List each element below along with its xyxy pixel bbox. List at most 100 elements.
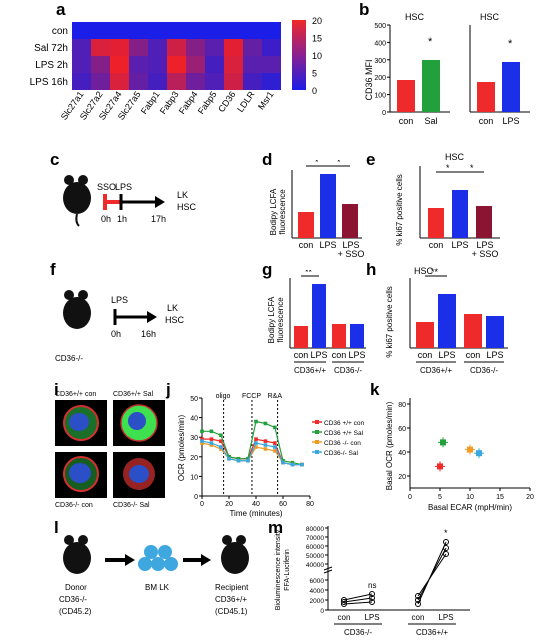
k-ytick: 40: [398, 450, 406, 457]
heatmap-colorbar: [292, 20, 306, 90]
g-ylabel1: Bodipy LCFA: [267, 296, 276, 343]
heatmap-cell: [243, 22, 262, 39]
j-point: [209, 441, 214, 445]
colorbar-tick: 20: [312, 16, 322, 26]
b-bar-con2: [477, 82, 495, 112]
panel-label-k: k: [370, 380, 380, 399]
m-cat1: con: [338, 613, 351, 622]
d-cat-con: con: [299, 240, 314, 250]
g-ylabel2: fluorescence: [276, 297, 285, 343]
k-point: [476, 450, 482, 457]
b-bar-sal: [422, 60, 440, 112]
c-schematic: SSO LPS 0h 1h 17h LK HSC: [63, 175, 197, 227]
k-xtick: 5: [438, 494, 442, 501]
f-lk: LK: [167, 303, 178, 313]
heatmap-cell: [148, 56, 167, 73]
j-point: [254, 445, 258, 449]
heatmap-cell: [72, 56, 91, 73]
d-cat-lps2: LPS: [342, 240, 359, 250]
d-cat-lps: LPS: [319, 240, 336, 250]
m-ylabel1: Bioluminescence intensity: [275, 529, 282, 610]
e-bar-con: [428, 208, 444, 238]
heatmap-cell: [205, 56, 224, 73]
heatmap-cell: [129, 22, 148, 39]
mouse-icon: [63, 290, 91, 329]
j-point: [209, 437, 214, 441]
b-ylabel: CD36 MFI: [364, 59, 374, 100]
j-point: [209, 429, 214, 434]
j-point: [227, 456, 231, 461]
b-ytick: 400: [374, 40, 386, 47]
m-pairs-wt: [415, 539, 449, 607]
j-point: [200, 437, 204, 441]
heatmap-cell: [243, 39, 262, 56]
heatmap-cell: [224, 22, 243, 39]
c-1h: 1h: [117, 214, 127, 224]
k-xtick: 20: [526, 494, 534, 501]
j-point: [219, 433, 223, 438]
l-bmlk: BM LK: [145, 583, 170, 592]
b-bar-lps: [502, 62, 520, 112]
heatmap-cell: [91, 39, 110, 56]
e-cat-lps: LPS: [451, 240, 468, 250]
m-sig-star: *: [444, 528, 448, 538]
e-cat-lps2: LPS: [476, 240, 493, 250]
heatmap-col-label: CD36: [216, 89, 237, 114]
i-caption4: CD36-/- Sal: [113, 502, 150, 509]
j-ylabel: OCR (pmoles/min): [177, 415, 186, 482]
j-legend-item: CD36 -/- con: [324, 440, 361, 447]
j-xtick: 80: [306, 501, 314, 508]
heatmap-cell: [110, 73, 129, 90]
panel-label-a: a: [56, 0, 66, 19]
panel-label-h: h: [366, 260, 377, 279]
h-cat3: con: [466, 350, 481, 360]
heatmap-col-label: LDLR: [235, 89, 257, 114]
heatmap-cell: [205, 22, 224, 39]
c-hsc: HSC: [177, 202, 197, 212]
d-sig1: *: [315, 160, 319, 167]
j-point: [263, 447, 268, 451]
e-ylabel: % ki67 positive cells: [395, 174, 404, 246]
colorbar-tick: 15: [312, 34, 322, 44]
heatmap-row-label: Sal 72h: [34, 43, 68, 54]
d-bar-sso: [342, 204, 358, 238]
heatmap-cell: [110, 39, 129, 56]
m-group2: CD36+/+: [416, 628, 448, 637]
j-point: [273, 445, 277, 449]
b-right-sig: *: [508, 38, 513, 50]
m-ytick: 80000: [306, 526, 324, 533]
j-point: [290, 460, 295, 465]
heatmap-cell: [129, 39, 148, 56]
panel-label-j: j: [166, 380, 171, 399]
colorbar-tick: 0: [312, 86, 317, 96]
j-xtick: 60: [279, 501, 287, 508]
j-point: [200, 429, 204, 434]
g-bar-4: [350, 324, 364, 348]
b-ytick: 200: [374, 75, 386, 82]
heatmap-cell: [262, 56, 281, 73]
h-bar-2: [438, 294, 456, 348]
e-bar-lps: [452, 190, 468, 238]
k-point: [467, 446, 473, 453]
cells-cluster-icon: [138, 545, 178, 571]
panel-label-d: d: [262, 150, 273, 169]
heatmap-col-label: Msr1: [256, 89, 276, 111]
f-16h: 16h: [141, 329, 156, 339]
j-point: [273, 425, 277, 430]
k-ytick: 60: [398, 426, 406, 433]
c-lps: LPS: [115, 182, 132, 192]
c-lk: LK: [177, 190, 188, 200]
k-point: [440, 439, 446, 446]
h-cat4: LPS: [486, 350, 503, 360]
heatmap-col-label: Fabp5: [196, 89, 219, 116]
h-title: HSC: [414, 266, 434, 276]
g-bar-2: [312, 284, 326, 348]
j-point: [263, 443, 268, 447]
m-sig-ns: ns: [368, 581, 376, 590]
m-ytick: 40000: [306, 562, 324, 569]
heatmap-cell: [91, 73, 110, 90]
h-chart: HSC % ki67 positive cells ** con LPS con…: [385, 266, 508, 375]
m-ytick: 70000: [306, 535, 324, 542]
b-bar-con: [397, 80, 415, 112]
mouse-icon: [221, 535, 249, 574]
